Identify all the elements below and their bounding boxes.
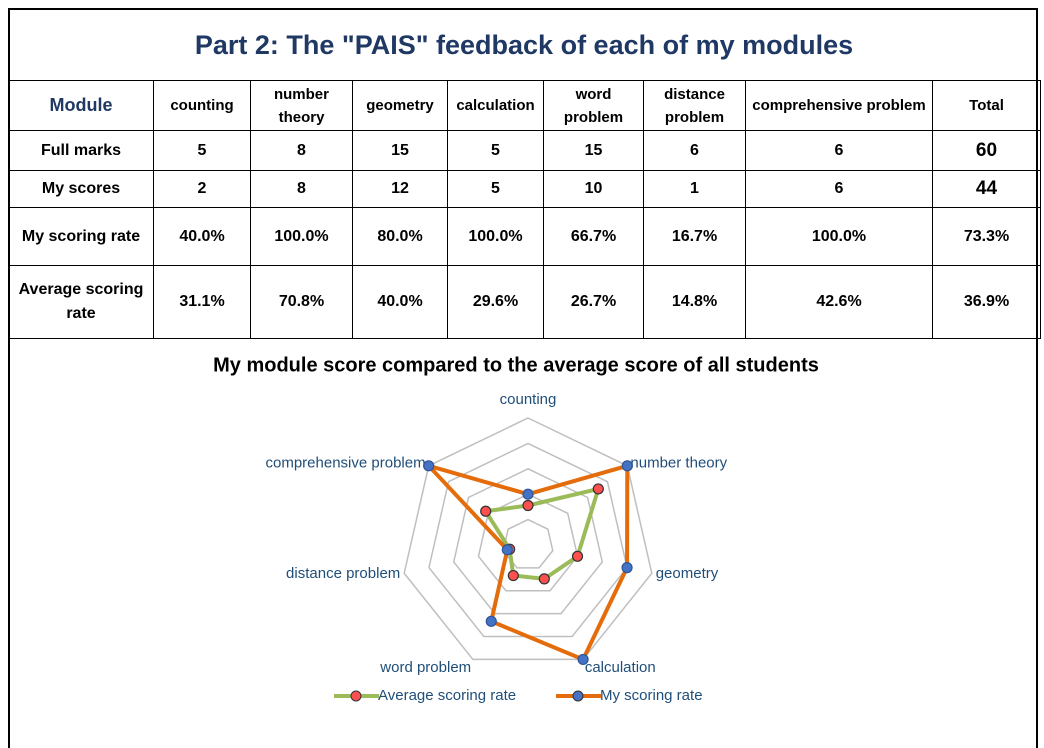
grid-ring (403, 417, 653, 661)
table-row: Full marks 5 8 15 5 15 6 6 60 (8, 130, 1041, 171)
table-cell: 66.7% (543, 207, 644, 266)
data-point (538, 573, 550, 585)
chart-title: My module score compared to the average … (213, 354, 819, 376)
table-cell: 42.6% (745, 265, 933, 339)
table-cell: 10 (543, 170, 644, 208)
table-cell: 73.3% (932, 207, 1041, 266)
page-title: Part 2: The "PAIS" feedback of each of m… (194, 30, 854, 60)
legend-marker (572, 690, 584, 702)
table-cell: 8 (250, 170, 353, 208)
table-cell: 29.6% (447, 265, 544, 339)
table-cell: 40.0% (153, 207, 251, 266)
grid-ring (477, 493, 579, 592)
table-row: Average scoring rate 31.1% 70.8% 40.0% 29.6%… (8, 265, 1041, 339)
table-cell: 36.9% (932, 265, 1041, 339)
table-cell: 2 (153, 170, 251, 208)
data-point (621, 562, 633, 574)
table-row: My scores 2 8 12 5 10 1 6 44 (8, 170, 1041, 208)
table-cell: 100.0% (745, 207, 933, 266)
data-point (423, 460, 435, 472)
data-point (501, 544, 513, 556)
table-cell: 44 (932, 170, 1041, 208)
axis-label: comprehensive problem (266, 454, 426, 471)
radar-chart: My module score compared to the average … (213, 354, 819, 704)
table-cell: 80.0% (352, 207, 448, 266)
table-cell: 6 (643, 130, 746, 171)
score-table: Module counting number theory geometry calcu… (8, 80, 1041, 339)
data-point (480, 505, 492, 517)
page: Part 2: The "PAIS" feedback of each of m… (8, 8, 1041, 748)
table-cell: 6 (745, 130, 933, 171)
table-cell: word problem (543, 80, 644, 131)
table-cell: 16.7% (643, 207, 746, 266)
table-cell: 5 (447, 130, 544, 171)
data-point (485, 615, 497, 627)
table-cell: 26.7% (543, 265, 644, 339)
table-cell: My scores (8, 170, 154, 208)
series-line (483, 486, 601, 581)
table-cell: number theory (250, 80, 353, 131)
table-cell: comprehensive problem (745, 80, 933, 131)
data-point (522, 488, 534, 500)
data-point (522, 499, 534, 512)
table-cell: 8 (250, 130, 353, 171)
table-cell: 70.8% (250, 265, 353, 339)
data-point (592, 483, 604, 495)
frame (8, 8, 1038, 748)
data-point (577, 653, 589, 666)
table-cell: counting (153, 80, 251, 131)
table-cell: distance problem (643, 80, 746, 131)
legend-marker (350, 690, 362, 702)
axis-label: number theory (630, 454, 727, 471)
table-cell: 5 (447, 170, 544, 208)
axis-label: word problem (379, 659, 471, 676)
table-cell: geometry (352, 80, 448, 131)
table-cell: 100.0% (250, 207, 353, 266)
table-cell: Module (8, 80, 154, 131)
table-cell: 40.0% (352, 265, 448, 339)
table-row: Module counting number theory geometry calcu… (8, 80, 1041, 131)
axis-label: distance problem (286, 565, 400, 582)
table-cell: My scoring rate (8, 207, 154, 266)
table-cell: 1 (643, 170, 746, 208)
axis-label: counting (500, 391, 557, 408)
table-cell: Average scoring rate (8, 265, 154, 339)
table-cell: 15 (543, 130, 644, 171)
table-row: My scoring rate 40.0% 100.0% 80.0% 100.0% 66.… (8, 207, 1041, 266)
legend-label: Average scoring rate (378, 687, 516, 704)
axis-label: calculation (585, 659, 656, 676)
grid-ring (502, 518, 554, 569)
table-cell: Full marks (8, 130, 154, 171)
table-cell: 14.8% (643, 265, 746, 339)
data-point (621, 460, 633, 472)
table-cell: 60 (932, 130, 1041, 171)
data-point (507, 569, 519, 582)
table-cell: 5 (153, 130, 251, 171)
table-cell: 31.1% (153, 265, 251, 339)
series-line (426, 463, 630, 662)
data-point (571, 550, 584, 562)
table-cell: 6 (745, 170, 933, 208)
table-cell: 12 (352, 170, 448, 208)
legend-label: My scoring rate (600, 687, 703, 704)
table-cell: 15 (352, 130, 448, 171)
table-cell: 100.0% (447, 207, 544, 266)
axis-label: geometry (656, 565, 719, 582)
table-cell: Total (932, 80, 1041, 131)
table-cell: calculation (447, 80, 544, 131)
